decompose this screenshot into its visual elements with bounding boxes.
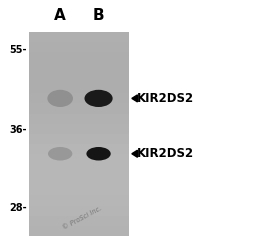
Bar — [29, 73, 129, 83]
Text: 55-: 55- — [9, 46, 27, 55]
Bar — [29, 185, 129, 195]
Bar — [29, 103, 129, 114]
Ellipse shape — [87, 147, 111, 160]
Bar — [29, 83, 129, 93]
Polygon shape — [132, 150, 137, 157]
Bar — [29, 206, 129, 216]
Text: B: B — [93, 8, 104, 23]
Polygon shape — [132, 95, 137, 102]
Bar — [29, 165, 129, 175]
Bar — [29, 32, 129, 236]
Text: 28-: 28- — [9, 203, 27, 213]
Bar — [29, 52, 129, 62]
Text: 36-: 36- — [9, 125, 27, 135]
Bar — [29, 226, 129, 236]
Bar — [29, 62, 129, 73]
Bar — [29, 114, 129, 124]
Ellipse shape — [84, 90, 113, 107]
Bar — [29, 93, 129, 103]
Bar — [29, 42, 129, 52]
Bar — [29, 134, 129, 144]
Text: A: A — [54, 8, 66, 23]
Text: KIR2DS2: KIR2DS2 — [137, 147, 194, 160]
Text: KIR2DS2: KIR2DS2 — [137, 92, 194, 105]
Bar — [29, 32, 129, 42]
Bar — [29, 144, 129, 154]
Ellipse shape — [47, 90, 73, 107]
Bar — [29, 195, 129, 206]
Bar — [29, 154, 129, 165]
Bar — [29, 175, 129, 185]
Bar — [29, 216, 129, 226]
Bar — [29, 124, 129, 134]
Text: © ProSci Inc.: © ProSci Inc. — [61, 205, 102, 231]
Ellipse shape — [48, 147, 72, 160]
